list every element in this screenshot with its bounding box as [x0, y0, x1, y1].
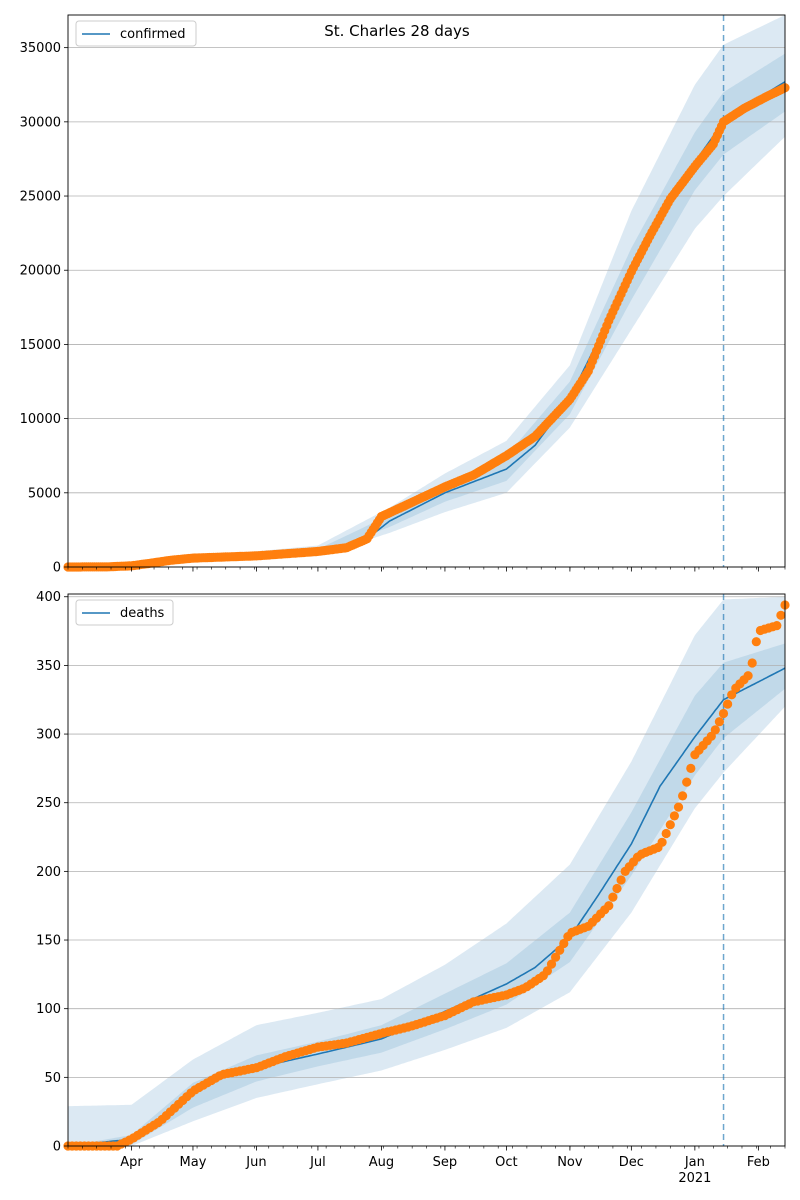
y-tick-label: 200: [36, 865, 61, 880]
observed-point: [546, 959, 557, 969]
deaths-panel: 0 50 100 150 200 250 300 350 400 deaths: [36, 590, 790, 1155]
legend-box: [75, 599, 174, 626]
confirmed-uncertainty-bands: [68, 15, 785, 568]
x-tick-label: Feb: [747, 1155, 770, 1170]
y-tick-label: 25000: [20, 190, 61, 205]
x-tick-label: Jan: [684, 1155, 705, 1170]
y-tick-label: 350: [36, 659, 61, 674]
observed-point: [612, 883, 622, 894]
observed-point: [710, 725, 720, 735]
x-tick-label: Apr: [120, 1155, 143, 1170]
observed-point: [727, 690, 737, 700]
observed-point: [714, 717, 725, 727]
observed-point: [776, 610, 786, 620]
chart-title: St. Charles 28 days: [324, 22, 470, 40]
y-tick-label: 35000: [20, 41, 61, 56]
x-tick-label: Aug: [369, 1155, 394, 1170]
legend-box: [75, 20, 197, 47]
y-tick-label: 250: [36, 796, 61, 811]
observed-point: [542, 966, 553, 976]
y-tick-label: 300: [36, 728, 61, 743]
observed-point: [682, 777, 692, 787]
observed-point: [559, 938, 569, 949]
x-tick-label: Dec: [619, 1155, 644, 1170]
y-tick-label: 10000: [20, 412, 61, 427]
observed-point: [608, 892, 618, 902]
observed-point: [686, 763, 696, 774]
x-tick-label: Jul: [309, 1155, 326, 1170]
x-year-label: 2021: [678, 1171, 711, 1186]
observed-point: [751, 637, 761, 647]
y-tick-label: 100: [36, 1002, 61, 1017]
observed-point: [551, 952, 561, 962]
x-tick-label: Sep: [433, 1155, 458, 1170]
y-tick-label: 5000: [28, 486, 61, 501]
confirmed-axes: 0 5000 10000 15000 20000 25000 30000 35000: [20, 14, 786, 576]
y-tick-label: 30000: [20, 115, 61, 130]
observed-point: [678, 791, 688, 801]
x-axis-labels: Apr May Jun Jul Aug Sep Oct Nov Dec Jan Feb 2021: [120, 1155, 770, 1186]
band-80: [68, 643, 785, 1146]
legend-label: confirmed: [120, 27, 186, 42]
x-tick-label: May: [180, 1155, 207, 1170]
y-tick-label: 400: [36, 590, 61, 605]
deaths-legend: deaths: [75, 599, 174, 626]
y-tick-label: 20000: [20, 264, 61, 279]
confirmed-legend: confirmed: [75, 20, 197, 47]
observed-point: [665, 820, 675, 830]
confirmed-panel: 0 5000 10000 15000 20000 25000 30000 35000 conf…: [20, 14, 790, 576]
observed-point: [718, 708, 729, 719]
observed-point: [772, 621, 782, 631]
observed-point: [723, 699, 733, 709]
x-tick-label: Nov: [557, 1155, 583, 1170]
legend-label: deaths: [120, 606, 165, 621]
y-tick-label: 50: [44, 1071, 61, 1086]
observed-point: [555, 945, 565, 955]
observed-point: [743, 671, 753, 681]
observed-point: [673, 802, 684, 812]
band-95-overlay: [68, 15, 785, 567]
y-tick-label: 150: [36, 934, 61, 949]
x-tick-label: Jun: [245, 1155, 266, 1170]
observed-point: [747, 658, 757, 668]
observed-point: [604, 901, 614, 911]
band-95: [68, 15, 785, 567]
y-tick-label: 0: [53, 561, 61, 576]
observed-point: [616, 875, 626, 885]
y-tick-label: 15000: [20, 338, 61, 353]
y-tick-label: 0: [53, 1140, 61, 1155]
observed-point: [657, 837, 667, 847]
deaths-axes: 0 50 100 150 200 250 300 350 400: [36, 590, 786, 1155]
observed-point: [669, 811, 680, 821]
observed-point: [661, 828, 671, 839]
x-tick-label: Oct: [495, 1155, 517, 1170]
